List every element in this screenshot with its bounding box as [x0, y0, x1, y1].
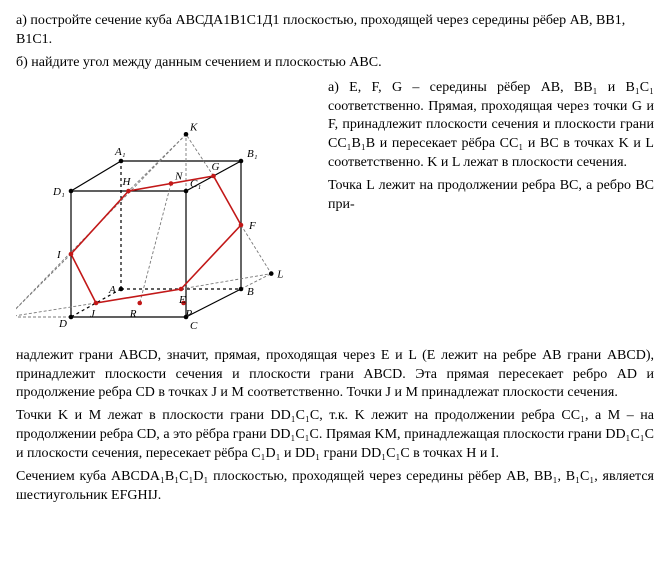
svg-text:E: E	[178, 294, 186, 306]
solution-bottom: надлежит грани ABCD, значит, прямая, про…	[16, 347, 654, 506]
svg-text:D₁: D₁	[52, 186, 65, 198]
svg-text:J: J	[90, 308, 96, 320]
svg-text:A: A	[108, 284, 116, 296]
svg-text:D: D	[58, 318, 67, 330]
svg-text:H: H	[122, 176, 132, 188]
svg-text:C₁: C₁	[190, 178, 201, 190]
solution-right-p1: а) E, F, G – середины рёбер AB, BB₁ и B₁…	[328, 79, 654, 173]
cube-diagram: ABCDA₁B₁C₁D₁EFGHIJKLMNPR	[16, 79, 316, 347]
svg-text:R: R	[129, 308, 137, 320]
solution-bottom-p2: Точки K и M лежат в плоскости грани DD₁C…	[16, 407, 654, 464]
solution-bottom-p1: надлежит грани ABCD, значит, прямая, про…	[16, 347, 654, 404]
svg-text:A₁: A₁	[114, 146, 126, 158]
svg-text:B₁: B₁	[247, 148, 258, 160]
svg-text:C: C	[190, 320, 198, 332]
problem-statement: а) постройте сечение куба АВСДА1В1С1Д1 п…	[16, 12, 654, 73]
svg-text:I: I	[56, 249, 62, 261]
svg-text:L: L	[276, 268, 283, 280]
problem-a: а) постройте сечение куба АВСДА1В1С1Д1 п…	[16, 12, 654, 50]
solution-right-p2: Точка L лежит на продолжении ребра BC, а…	[328, 177, 654, 215]
svg-text:P: P	[185, 308, 193, 320]
svg-text:K: K	[189, 121, 198, 133]
svg-text:B: B	[247, 286, 254, 298]
svg-text:G: G	[212, 161, 220, 173]
svg-text:N: N	[174, 170, 183, 182]
problem-b: б) найдите угол между данным сечением и …	[16, 54, 654, 73]
solution-bottom-p3: Сечением куба ABCDA₁B₁C₁D₁ плоскостью, п…	[16, 468, 654, 506]
diagram-column: ABCDA₁B₁C₁D₁EFGHIJKLMNPR	[16, 79, 316, 347]
svg-text:F: F	[248, 220, 256, 232]
solution-right-column: а) E, F, G – середины рёбер AB, BB₁ и B₁…	[328, 79, 654, 347]
middle-row: ABCDA₁B₁C₁D₁EFGHIJKLMNPR а) E, F, G – се…	[16, 79, 654, 347]
